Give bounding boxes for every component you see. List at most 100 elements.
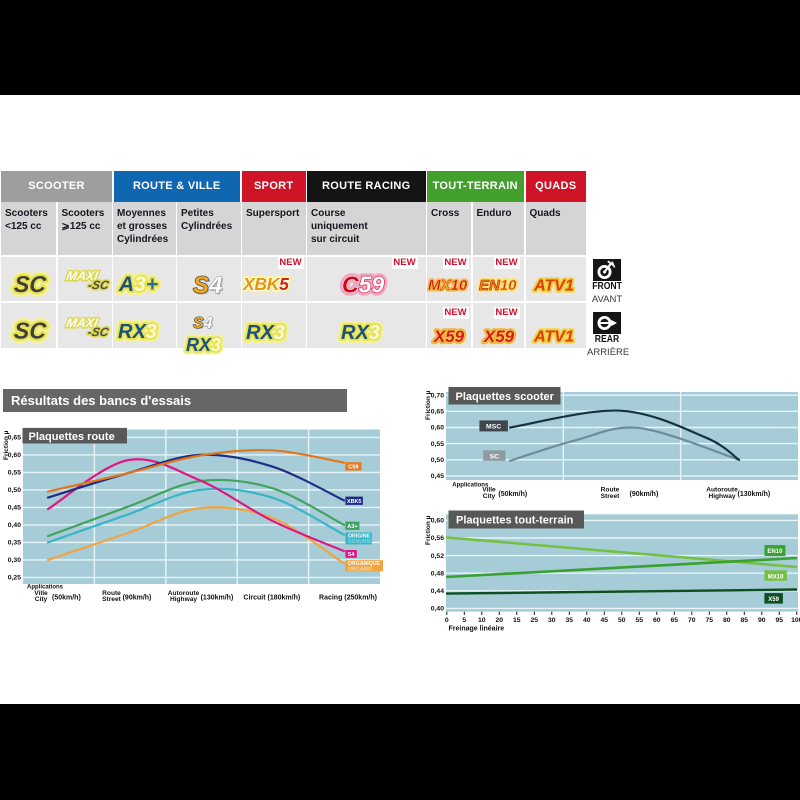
svg-text:0,45: 0,45	[8, 505, 21, 512]
svg-text:55: 55	[636, 617, 644, 624]
svg-text:X59: X59	[768, 597, 779, 603]
svg-text:90: 90	[758, 617, 766, 624]
svg-text:ORIGINE: ORIGINE	[348, 534, 370, 540]
svg-text:EN10: EN10	[767, 549, 783, 555]
svg-text:80: 80	[723, 617, 731, 624]
svg-text:35: 35	[566, 617, 574, 624]
svg-text:0,56: 0,56	[431, 535, 444, 542]
svg-text:S4: S4	[194, 316, 214, 333]
svg-text:0,50: 0,50	[8, 487, 21, 494]
svg-text:SC: SC	[13, 317, 47, 343]
svg-text:15: 15	[513, 617, 521, 624]
svg-text:Friction µ: Friction µ	[425, 515, 432, 545]
svg-text:0,40: 0,40	[431, 606, 444, 613]
svg-text:Circuit (180km/h): Circuit (180km/h)	[243, 595, 300, 602]
svg-text:0,65: 0,65	[8, 435, 21, 442]
svg-text:Autoroute: Autoroute	[168, 590, 200, 597]
svg-text:30: 30	[548, 617, 556, 624]
svg-text:C59: C59	[342, 272, 384, 298]
svg-text:MAXI: MAXI	[65, 269, 99, 283]
svg-text:A3+: A3+	[118, 273, 158, 296]
svg-text:20: 20	[496, 617, 504, 624]
svg-text:SC: SC	[13, 317, 47, 343]
svg-text:RX3: RX3	[246, 322, 285, 344]
svg-text:MAXI: MAXI	[65, 316, 99, 330]
svg-text:RX3: RX3	[341, 322, 380, 344]
svg-text:0,25: 0,25	[8, 575, 21, 582]
svg-text:0,52: 0,52	[431, 553, 444, 560]
svg-text:RX3: RX3	[186, 335, 221, 355]
svg-text:0,48: 0,48	[431, 570, 444, 577]
svg-text:ATV1: ATV1	[533, 328, 574, 345]
svg-text:Friction µ: Friction µ	[425, 390, 432, 420]
svg-text:SC: SC	[13, 271, 47, 297]
svg-text:XBK5: XBK5	[347, 499, 361, 505]
svg-text:60: 60	[653, 617, 661, 624]
svg-text:(50km/h): (50km/h)	[498, 491, 527, 498]
svg-text:Highway: Highway	[708, 493, 735, 500]
svg-text:70: 70	[688, 617, 696, 624]
svg-text:(130km/h): (130km/h)	[738, 491, 771, 498]
svg-text:Freinage linéaire: Freinage linéaire	[449, 626, 505, 633]
svg-text:5: 5	[462, 617, 466, 624]
svg-text:(90km/h): (90km/h)	[630, 491, 659, 498]
svg-text:GENUINE: GENUINE	[348, 539, 372, 545]
svg-text:S4: S4	[193, 315, 213, 332]
svg-text:95: 95	[776, 617, 784, 624]
svg-text:Applications: Applications	[452, 483, 489, 489]
svg-text:SC: SC	[13, 271, 47, 297]
svg-text:(50km/h): (50km/h)	[52, 595, 81, 602]
svg-text:S4: S4	[348, 552, 356, 558]
svg-text:85: 85	[741, 617, 749, 624]
svg-text:0,65: 0,65	[431, 409, 444, 416]
svg-text:Plaquettes tout-terrain: Plaquettes tout-terrain	[456, 515, 574, 527]
svg-text:RX3: RX3	[118, 321, 157, 343]
svg-text:50: 50	[618, 617, 626, 624]
svg-text:(130km/h): (130km/h)	[201, 595, 234, 602]
svg-text:-SC: -SC	[86, 325, 109, 339]
svg-text:ORGANIC: ORGANIC	[348, 567, 373, 573]
svg-text:40: 40	[583, 617, 591, 624]
svg-text:C59: C59	[342, 272, 384, 298]
svg-text:0,60: 0,60	[8, 452, 21, 459]
svg-text:A3+: A3+	[118, 273, 158, 296]
svg-text:RX3: RX3	[118, 321, 157, 343]
svg-text:0,35: 0,35	[8, 540, 21, 547]
svg-text:0,30: 0,30	[8, 557, 21, 564]
svg-text:(90km/h): (90km/h)	[123, 595, 152, 602]
svg-text:25: 25	[531, 617, 539, 624]
svg-text:ATV1: ATV1	[533, 328, 574, 345]
svg-text:65: 65	[671, 617, 679, 624]
svg-text:0,45: 0,45	[431, 473, 444, 480]
svg-text:75: 75	[706, 617, 714, 624]
svg-text:0,60: 0,60	[431, 425, 444, 432]
svg-text:ATV1: ATV1	[533, 278, 574, 295]
svg-text:XBK5: XBK5	[242, 274, 289, 294]
svg-text:ORGANIQUE: ORGANIQUE	[348, 561, 381, 567]
svg-text:0,40: 0,40	[8, 522, 21, 529]
svg-text:XBK5: XBK5	[242, 274, 289, 294]
svg-text:EN10: EN10	[479, 277, 517, 294]
svg-text:EN10: EN10	[479, 277, 517, 294]
svg-text:Plaquettes route: Plaquettes route	[29, 431, 115, 443]
svg-text:A3+: A3+	[347, 524, 358, 530]
svg-text:0,60: 0,60	[431, 518, 444, 525]
svg-text:ATV1: ATV1	[533, 278, 574, 295]
svg-text:Applications: Applications	[27, 584, 64, 590]
svg-text:100: 100	[791, 617, 800, 624]
svg-text:MX10: MX10	[428, 277, 468, 294]
svg-text:Racing (250km/h): Racing (250km/h)	[319, 595, 377, 602]
svg-text:0,44: 0,44	[431, 588, 444, 595]
svg-text:S4: S4	[193, 272, 222, 299]
svg-text:C59: C59	[348, 465, 358, 471]
svg-text:X59: X59	[482, 327, 514, 346]
svg-text:RX3: RX3	[186, 335, 221, 355]
svg-text:S4: S4	[195, 274, 224, 301]
svg-text:Ville: Ville	[482, 487, 496, 494]
svg-text:45: 45	[601, 617, 609, 624]
svg-text:0,70: 0,70	[431, 392, 444, 399]
svg-text:Street: Street	[601, 493, 620, 500]
svg-text:MX10: MX10	[428, 277, 468, 294]
svg-text:0,55: 0,55	[431, 441, 444, 448]
svg-text:10: 10	[478, 617, 486, 624]
